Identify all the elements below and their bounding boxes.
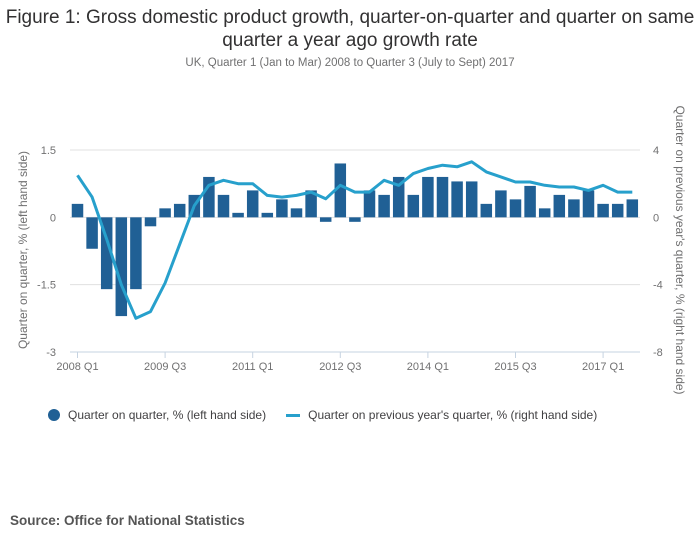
chart-title: Figure 1: Gross domestic product growth,… [5,7,695,51]
yoy-line[interactable] [76,160,633,320]
line-series [76,160,633,320]
bar[interactable] [232,212,244,218]
bar-series [71,163,639,317]
bar[interactable] [203,176,215,218]
bar[interactable] [334,163,347,218]
legend-item-quarter-on-quarter[interactable]: Quarter on quarter, % (left hand side) [48,408,266,422]
bar[interactable] [524,185,536,218]
bar[interactable] [100,217,113,290]
legend-label: Quarter on quarter, % (left hand side) [68,408,267,422]
bar[interactable] [319,217,332,222]
legend-label: Quarter on previous year's quarter, % (r… [308,408,598,422]
bar[interactable] [465,181,478,218]
bar[interactable] [217,194,230,218]
bar[interactable] [378,194,390,218]
bar[interactable] [568,199,580,218]
left-tick-label: -1.5 [37,280,56,292]
right-tick-label: 0 [653,212,659,224]
bar[interactable] [261,212,274,218]
bar[interactable] [363,190,376,218]
right-y-axis: 4 0 -4 -8 [653,145,663,359]
legend-circle-marker-icon [48,409,60,421]
bar[interactable] [626,199,639,218]
x-tick-label: 2009 Q3 [144,361,186,373]
bar[interactable] [159,208,171,218]
left-axis-title: Quarter on quarter, % (left hand side) [16,151,30,349]
bar[interactable] [246,190,259,218]
legend-item-year-on-year[interactable]: Quarter on previous year's quarter, % (r… [286,408,597,422]
right-tick-label: -8 [653,347,663,359]
bar[interactable] [597,203,609,218]
bar[interactable] [290,208,303,218]
source-note: Source: Office for National Statistics [10,513,245,528]
bar[interactable] [538,208,551,218]
x-tick-label: 2017 Q1 [582,361,624,373]
left-tick-label: 1.5 [41,145,56,157]
x-tick-label: 2008 Q1 [56,361,98,373]
bar[interactable] [392,176,405,218]
bar[interactable] [144,217,157,227]
bar[interactable] [86,217,98,249]
bar[interactable] [495,190,507,218]
bar[interactable] [349,217,361,222]
bar[interactable] [71,203,84,218]
chart-area: 2008 Q1 2009 Q3 2011 Q1 2012 Q3 2014 Q1 2015 … [16,105,687,394]
bar[interactable] [582,190,595,218]
x-tick-label: 2015 Q3 [494,361,536,373]
legend-line-marker-icon [286,413,301,417]
bar[interactable] [305,190,317,218]
bar[interactable] [611,203,624,218]
bar[interactable] [436,176,449,218]
bar[interactable] [422,176,434,218]
left-y-axis: 1.5 0 -1.5 -3 [37,145,56,359]
bar[interactable] [480,203,493,218]
right-tick-label: -4 [653,280,663,292]
chart-subtitle: UK, Quarter 1 (Jan to Mar) 2008 to Quart… [185,57,515,69]
x-tick-label: 2014 Q1 [407,361,449,373]
bar[interactable] [407,194,420,218]
left-tick-label: -3 [46,347,56,359]
bar[interactable] [553,194,566,218]
legend: Quarter on quarter, % (left hand side) Q… [48,408,617,422]
bar[interactable] [173,203,186,218]
right-tick-label: 4 [653,145,659,157]
bar[interactable] [115,217,128,317]
bar[interactable] [276,199,288,218]
bar[interactable] [509,199,522,218]
x-tick-label: 2012 Q3 [319,361,361,373]
x-axis: 2008 Q1 2009 Q3 2011 Q1 2012 Q3 2014 Q1 2015 … [56,351,640,373]
bar[interactable] [451,181,463,218]
right-axis-title: Quarter on previous year's quarter, % (r… [673,105,687,394]
x-tick-label: 2011 Q1 [232,361,273,373]
left-tick-label: 0 [50,212,56,224]
bar[interactable] [130,217,142,290]
